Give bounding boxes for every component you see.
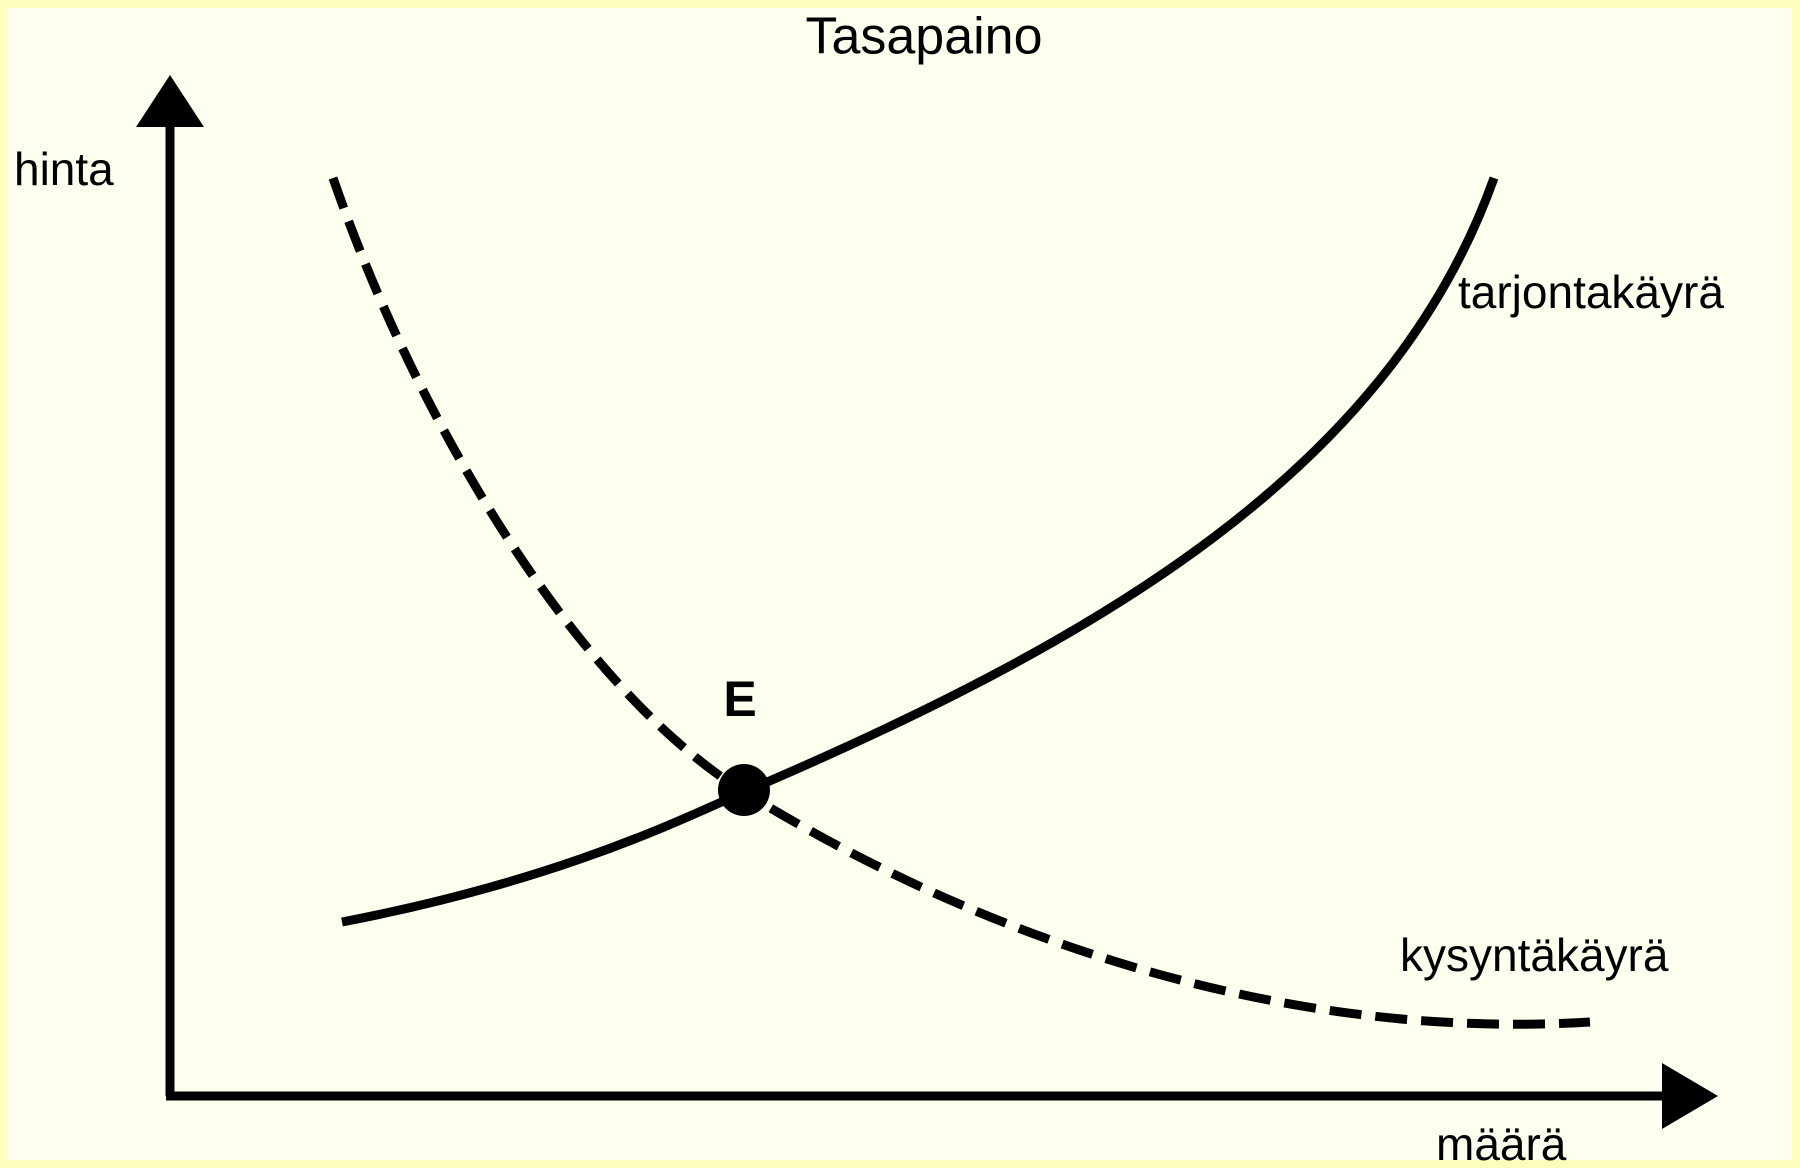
equilibrium-point — [718, 764, 770, 816]
y-axis-arrow — [136, 75, 204, 127]
demand-label: kysyntäkäyrä — [1400, 929, 1669, 981]
x-axis-arrow — [1662, 1063, 1718, 1129]
y-axis-label: hinta — [14, 143, 114, 195]
supply-label: tarjontakäyrä — [1458, 266, 1724, 318]
supply-curve — [341, 176, 1499, 927]
diagram-title: Tasapaino — [805, 8, 1042, 66]
equilibrium-label: E — [723, 671, 756, 727]
x-axis-label: määrä — [1436, 1118, 1567, 1168]
